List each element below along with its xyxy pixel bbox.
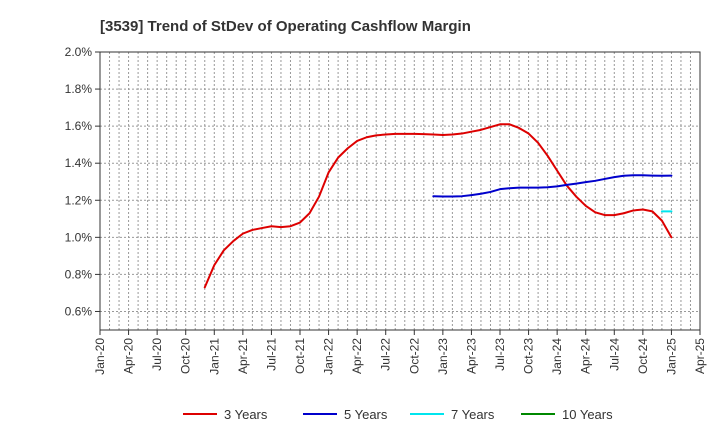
y-tick-label: 1.4%: [65, 156, 93, 170]
legend-label-7-years: 7 Years: [451, 407, 495, 422]
y-axis-ticks: 0.6% 0.8% 1.0% 1.2% 1.4% 1.6% 1.8% 2.0%: [65, 45, 100, 318]
x-axis-ticks: Jan-20 Apr-20 Jul-20 Oct-20 Jan-21 Apr-21 Jul-…: [93, 330, 707, 375]
x-tick-label: Oct-20: [179, 338, 193, 374]
legend-label-5-years: 5 Years: [344, 407, 388, 422]
x-tick-label: Apr-23: [464, 338, 478, 374]
legend-label-3-years: 3 Years: [224, 407, 268, 422]
x-tick-label: Jul-22: [379, 338, 393, 371]
x-tick-label: Jul-23: [493, 338, 507, 371]
series-lines: [203, 123, 673, 289]
y-tick-label: 2.0%: [65, 45, 93, 59]
y-tick-label: 1.6%: [65, 119, 93, 133]
x-tick-label: Apr-25: [693, 338, 707, 374]
x-tick-label: Apr-21: [236, 338, 250, 374]
x-tick-label: Oct-23: [522, 338, 536, 374]
y-tick-label: 1.8%: [65, 82, 93, 96]
x-tick-label: Jan-20: [93, 338, 107, 375]
y-tick-label: 1.0%: [65, 230, 93, 244]
x-tick-label: Oct-22: [407, 338, 421, 374]
y-tick-label: 0.8%: [65, 267, 93, 281]
x-tick-label: Jan-22: [322, 338, 336, 375]
x-tick-label: Jul-21: [264, 338, 278, 371]
x-tick-label: Jan-21: [207, 338, 221, 375]
plot-area: [100, 52, 700, 330]
x-tick-label: Jul-24: [607, 338, 621, 371]
x-tick-label: Apr-20: [122, 338, 136, 374]
y-tick-label: 0.6%: [65, 304, 93, 318]
x-tick-label: Oct-21: [293, 338, 307, 374]
y-tick-label: 1.2%: [65, 193, 93, 207]
x-tick-label: Jan-23: [436, 338, 450, 375]
x-tick-label: Apr-24: [579, 338, 593, 374]
gridlines: [100, 52, 700, 330]
series-line-3-years: [203, 123, 673, 289]
x-tick-label: Oct-24: [636, 338, 650, 374]
chart-title: [3539] Trend of StDev of Operating Cashf…: [100, 18, 471, 35]
x-tick-label: Apr-22: [350, 338, 364, 374]
legend-label-10-years: 10 Years: [562, 407, 613, 422]
series-line-5-years: [432, 174, 673, 198]
x-tick-label: Jan-24: [550, 338, 564, 375]
x-tick-label: Jul-20: [150, 338, 164, 371]
legend: 3 Years 5 Years 7 Years 10 Years: [183, 407, 613, 422]
plot-frame: [99, 51, 701, 331]
x-tick-label: Jan-25: [664, 338, 678, 375]
